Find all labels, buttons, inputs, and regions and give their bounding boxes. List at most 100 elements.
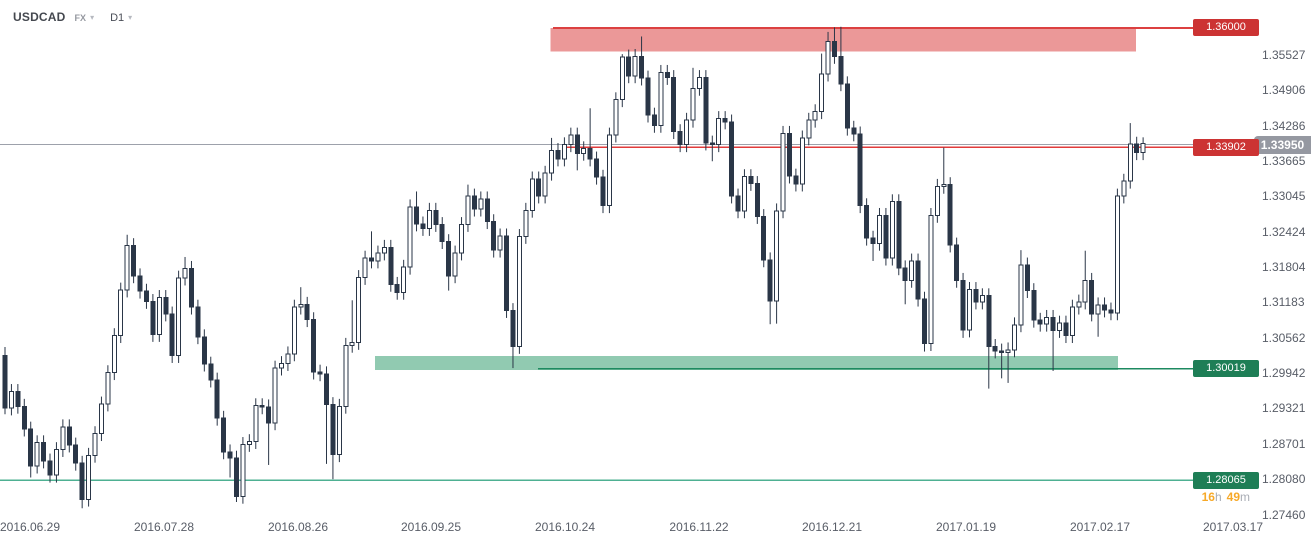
candle — [278, 356, 284, 376]
countdown-minutes: 49 — [1226, 490, 1240, 504]
candle — [401, 259, 407, 300]
candle — [1012, 317, 1018, 358]
resistance-price-label[interactable]: 1.36000 — [1193, 19, 1259, 37]
price-tick-label: 1.34906 — [1262, 83, 1306, 98]
symbol-name[interactable]: USDCAD — [13, 10, 66, 24]
candle — [555, 143, 561, 167]
candle — [864, 198, 870, 246]
candle — [124, 234, 130, 298]
countdown-hours: 16 — [1201, 490, 1215, 504]
candle — [433, 202, 439, 232]
candle — [73, 437, 79, 471]
time-tick-label: 2017.03.17 — [1202, 520, 1264, 534]
candle — [446, 234, 452, 291]
candle — [201, 329, 207, 372]
candle — [182, 256, 188, 286]
candle — [844, 76, 850, 136]
candle — [735, 188, 741, 219]
candle — [362, 250, 368, 285]
candle — [722, 111, 728, 130]
time-tick-label: 2016.07.28 — [133, 520, 195, 534]
candle — [549, 137, 555, 181]
price-tick-label: 1.35527 — [1262, 47, 1306, 62]
candle — [28, 421, 34, 478]
candle — [163, 290, 169, 322]
price-tick-label: 1.33045 — [1262, 189, 1306, 204]
candle — [703, 70, 709, 151]
candle — [613, 92, 619, 143]
candle — [137, 268, 143, 299]
candle — [626, 49, 632, 84]
candle — [439, 217, 445, 250]
candle — [105, 365, 111, 412]
candle — [253, 398, 259, 450]
time-tick-label: 2017.02.17 — [1069, 520, 1131, 534]
candle — [285, 346, 291, 371]
candle — [941, 147, 947, 194]
candle — [156, 290, 162, 342]
candle — [304, 296, 310, 328]
candle — [1018, 250, 1024, 333]
chart-legend: USDCAD FX ▾ D1 ▾ — [13, 10, 132, 24]
candle — [979, 288, 985, 310]
resistance-zone[interactable] — [550, 27, 1136, 52]
candle — [793, 168, 799, 192]
candle — [150, 294, 156, 342]
price-tick-label: 1.33665 — [1262, 153, 1306, 168]
chevron-down-icon[interactable]: ▾ — [90, 13, 95, 22]
support-price-label[interactable]: 1.30019 — [1193, 360, 1259, 378]
candle — [1024, 257, 1030, 299]
candle — [47, 453, 53, 483]
candle — [587, 108, 593, 167]
candle — [131, 238, 137, 284]
candle — [799, 130, 805, 192]
candle — [574, 127, 580, 171]
price-tick-label: 1.34286 — [1262, 118, 1306, 133]
candle — [754, 176, 760, 224]
countdown-hours-unit: h — [1214, 490, 1222, 504]
candle — [696, 70, 702, 96]
price-tick-label: 1.32424 — [1262, 224, 1306, 239]
candle — [420, 216, 426, 236]
timeframe-label[interactable]: D1 — [110, 12, 125, 24]
candle — [336, 398, 342, 463]
candle — [536, 171, 542, 204]
candle — [967, 282, 972, 338]
candle — [214, 372, 220, 426]
candle — [651, 107, 657, 133]
candle — [568, 127, 574, 153]
candle — [343, 337, 349, 414]
candle — [684, 112, 690, 153]
candle — [902, 260, 908, 305]
support-price-label-2[interactable]: 1.28065 — [1193, 471, 1259, 489]
candle — [1082, 250, 1088, 310]
time-tick-label: 2016.11.22 — [669, 520, 729, 534]
candle — [1063, 315, 1069, 344]
candle — [1095, 297, 1101, 337]
candle — [561, 137, 567, 167]
price-tick-label: 1.27460 — [1262, 507, 1306, 522]
candle — [606, 127, 612, 214]
candle — [523, 202, 529, 244]
market-type-label[interactable]: FX — [74, 13, 87, 23]
candle — [806, 112, 812, 146]
candle — [394, 276, 400, 300]
candle — [1031, 283, 1037, 328]
candle — [478, 191, 484, 217]
candle — [999, 343, 1005, 379]
support-zone[interactable] — [374, 355, 1118, 370]
time-tick-label: 2016.08.26 — [267, 520, 329, 534]
candle — [729, 114, 735, 204]
candle — [909, 253, 915, 288]
candle — [66, 419, 72, 453]
candle — [716, 111, 722, 153]
candle — [812, 104, 818, 128]
candle — [195, 299, 201, 345]
candle — [1121, 173, 1127, 204]
chevron-down-icon[interactable]: ▾ — [128, 13, 133, 22]
candle — [388, 239, 394, 292]
price-tick-label: 1.29942 — [1262, 366, 1306, 381]
alert-price-label[interactable]: 1.33902 — [1193, 138, 1259, 156]
candle — [883, 207, 889, 266]
